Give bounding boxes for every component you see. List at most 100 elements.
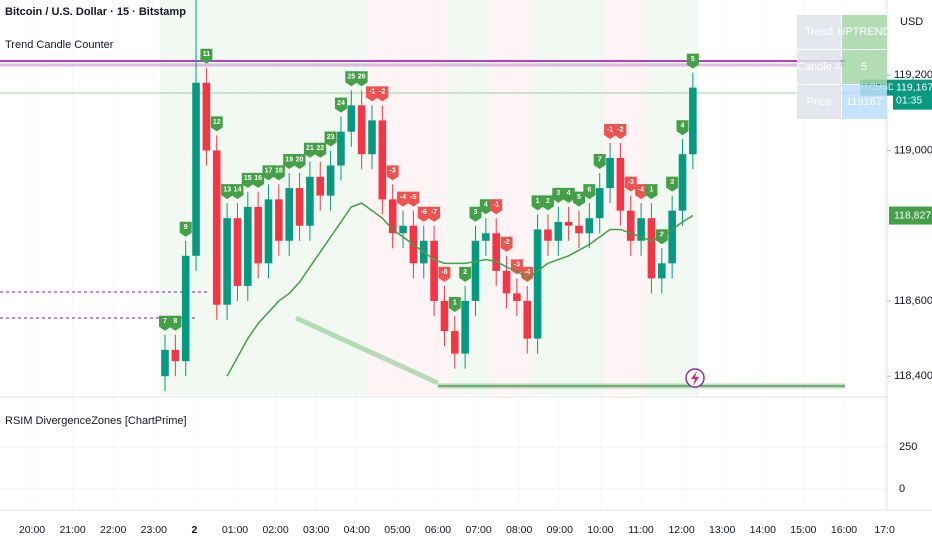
count-badge [221,184,234,200]
x-tick-label: 08:00 [506,524,532,536]
count-badge [552,187,565,203]
candle-body [575,225,583,234]
candle-body [347,105,356,132]
candle-body [430,240,438,301]
table-cell [842,50,887,84]
candle-body [264,199,273,264]
candle-body [181,255,190,362]
trend-shade [480,0,492,395]
count-label: 5 [577,194,581,201]
candle-body [668,210,676,264]
count-label: 26 [358,74,366,81]
count-badge [593,154,606,170]
trend-shade [418,0,429,395]
count-label: 19 [285,156,293,163]
table-value: 119167 [846,96,882,108]
count-label: -2 [379,89,385,96]
count-label: 4 [681,123,685,130]
x-tick-label: 16:00 [831,524,857,536]
table-cell [797,50,841,84]
candle-body [554,221,563,241]
count-label: -2 [617,126,623,133]
count-badge [210,116,223,132]
trend-shade [459,0,471,395]
candle-body [316,176,325,196]
ma-tag [889,206,932,225]
trend-shade [366,0,378,395]
table-cell [797,15,841,49]
candle-body [595,188,604,219]
count-label: -8 [441,269,447,276]
trend-shade [687,0,699,395]
candle-body [533,229,542,339]
candle-body [202,82,211,151]
count-badge [510,259,523,275]
candle-body [606,158,614,189]
candle-body [357,105,366,155]
table-cell [842,15,887,49]
trend-shade [470,0,481,395]
candle-body [368,120,376,155]
candle-body [523,300,532,339]
count-label: -7 [431,209,437,216]
count-badge [386,165,399,181]
candle-body [544,229,552,241]
count-label: -4 [400,194,406,201]
count-badge [334,97,347,113]
count-label: 5 [691,56,695,63]
x-tick-label: 14:00 [750,524,776,536]
count-label: 7 [598,156,602,163]
x-tick-label: 04:00 [344,524,370,536]
table-cell [797,85,841,119]
count-label: 2 [660,232,664,239]
x-tick-label: 07:00 [465,524,491,536]
count-label: -4 [638,186,644,193]
count-badge [428,206,441,222]
count-label: -3 [390,168,396,175]
count-badge [407,191,420,207]
count-badge [252,172,265,188]
count-label: -4 [524,269,530,276]
last-price-label: 119,167 [896,81,932,93]
count-badge [614,123,627,139]
candle-body [440,300,449,332]
count-badge [624,176,637,192]
count-badge [345,71,358,87]
count-label: 23 [327,134,335,141]
count-label: 16 [254,175,262,182]
count-badge [531,195,544,211]
count-label: 3 [474,209,478,216]
count-label: 11 [203,51,211,58]
candle-body [471,240,480,301]
count-badge [459,266,472,282]
trend-shade [491,0,502,395]
count-label: 4 [484,202,488,209]
candle-body [482,233,490,241]
count-label: 2 [546,198,550,205]
trend-shade [170,0,181,395]
count-label: -1 [369,89,375,96]
count-badge [159,315,171,331]
candle-body [233,218,242,286]
trend-shade [180,0,191,395]
x-tick-label: 10:00 [587,524,613,536]
count-label: 1 [536,198,540,205]
x-tick-label: 12:00 [668,524,694,536]
table-label: Trend [805,26,833,38]
count-badge [179,221,192,237]
candle-body [244,206,252,286]
candle-body [254,206,262,264]
trend-shade [522,0,533,395]
count-label: 3 [670,179,674,186]
candle-body [451,331,459,354]
candle-body [502,270,511,294]
trend-shade [335,0,347,395]
candle-body [306,176,314,226]
count-label: 8 [173,318,177,325]
count-badge [448,297,461,312]
count-badge [573,191,585,207]
count-label: -1 [607,126,613,133]
count-label: 7 [163,318,167,325]
count-badge [541,195,554,211]
